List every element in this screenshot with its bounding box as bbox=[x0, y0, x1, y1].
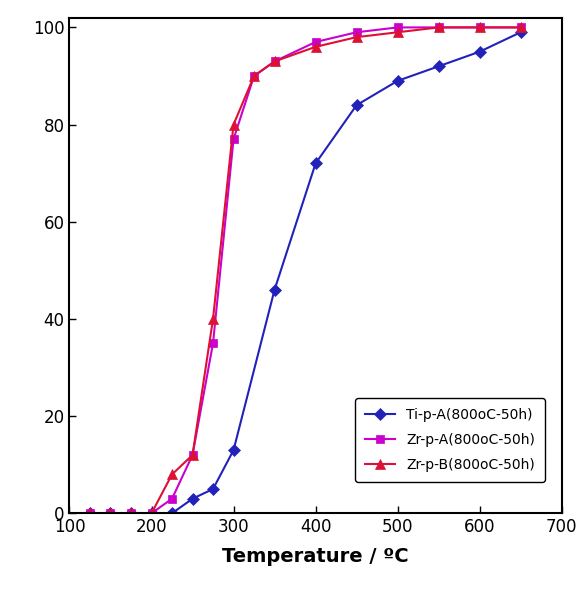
Zr-p-A(800oC-50h) bbox=[517, 24, 524, 31]
Ti-p-A(800oC-50h) bbox=[127, 510, 134, 517]
Zr-p-B(800oC-50h) bbox=[127, 510, 134, 517]
Zr-p-A(800oC-50h) bbox=[168, 495, 175, 502]
Zr-p-A(800oC-50h) bbox=[230, 136, 237, 143]
Ti-p-A(800oC-50h) bbox=[189, 495, 196, 502]
Zr-p-A(800oC-50h) bbox=[127, 510, 134, 517]
Zr-p-B(800oC-50h) bbox=[86, 510, 93, 517]
Ti-p-A(800oC-50h) bbox=[148, 510, 155, 517]
Ti-p-A(800oC-50h) bbox=[312, 160, 319, 167]
Ti-p-A(800oC-50h) bbox=[210, 486, 217, 493]
Zr-p-A(800oC-50h) bbox=[86, 510, 93, 517]
Ti-p-A(800oC-50h) bbox=[86, 510, 93, 517]
Zr-p-A(800oC-50h) bbox=[210, 340, 217, 347]
Zr-p-B(800oC-50h) bbox=[168, 471, 175, 478]
X-axis label: Temperature / ºC: Temperature / ºC bbox=[222, 548, 409, 566]
Zr-p-B(800oC-50h) bbox=[476, 24, 483, 31]
Ti-p-A(800oC-50h) bbox=[435, 63, 442, 70]
Zr-p-A(800oC-50h) bbox=[251, 73, 258, 80]
Zr-p-B(800oC-50h) bbox=[189, 451, 196, 458]
Zr-p-A(800oC-50h) bbox=[148, 510, 155, 517]
Zr-p-B(800oC-50h) bbox=[312, 43, 319, 50]
Ti-p-A(800oC-50h) bbox=[230, 447, 237, 454]
Ti-p-A(800oC-50h) bbox=[107, 510, 114, 517]
Zr-p-B(800oC-50h) bbox=[394, 29, 401, 36]
Zr-p-A(800oC-50h) bbox=[189, 451, 196, 458]
Zr-p-B(800oC-50h) bbox=[148, 510, 155, 517]
Ti-p-A(800oC-50h) bbox=[353, 101, 360, 109]
Zr-p-A(800oC-50h) bbox=[353, 29, 360, 36]
Line: Zr-p-A(800oC-50h): Zr-p-A(800oC-50h) bbox=[86, 23, 525, 517]
Zr-p-B(800oC-50h) bbox=[271, 58, 278, 65]
Zr-p-A(800oC-50h) bbox=[271, 58, 278, 65]
Ti-p-A(800oC-50h) bbox=[394, 77, 401, 84]
Zr-p-A(800oC-50h) bbox=[107, 510, 114, 517]
Line: Ti-p-A(800oC-50h): Ti-p-A(800oC-50h) bbox=[86, 28, 525, 517]
Zr-p-B(800oC-50h) bbox=[353, 34, 360, 41]
Zr-p-A(800oC-50h) bbox=[394, 24, 401, 31]
Line: Zr-p-B(800oC-50h): Zr-p-B(800oC-50h) bbox=[85, 22, 526, 518]
Zr-p-B(800oC-50h) bbox=[251, 73, 258, 80]
Zr-p-A(800oC-50h) bbox=[312, 38, 319, 45]
Zr-p-A(800oC-50h) bbox=[435, 24, 442, 31]
Zr-p-B(800oC-50h) bbox=[435, 24, 442, 31]
Ti-p-A(800oC-50h) bbox=[517, 29, 524, 36]
Zr-p-B(800oC-50h) bbox=[107, 510, 114, 517]
Zr-p-A(800oC-50h) bbox=[476, 24, 483, 31]
Zr-p-B(800oC-50h) bbox=[210, 316, 217, 323]
Zr-p-B(800oC-50h) bbox=[230, 121, 237, 128]
Ti-p-A(800oC-50h) bbox=[168, 510, 175, 517]
Legend: Ti-p-A(800oC-50h), Zr-p-A(800oC-50h), Zr-p-B(800oC-50h): Ti-p-A(800oC-50h), Zr-p-A(800oC-50h), Zr… bbox=[355, 398, 545, 481]
Zr-p-B(800oC-50h) bbox=[517, 24, 524, 31]
Ti-p-A(800oC-50h) bbox=[271, 286, 278, 293]
Ti-p-A(800oC-50h) bbox=[476, 48, 483, 55]
